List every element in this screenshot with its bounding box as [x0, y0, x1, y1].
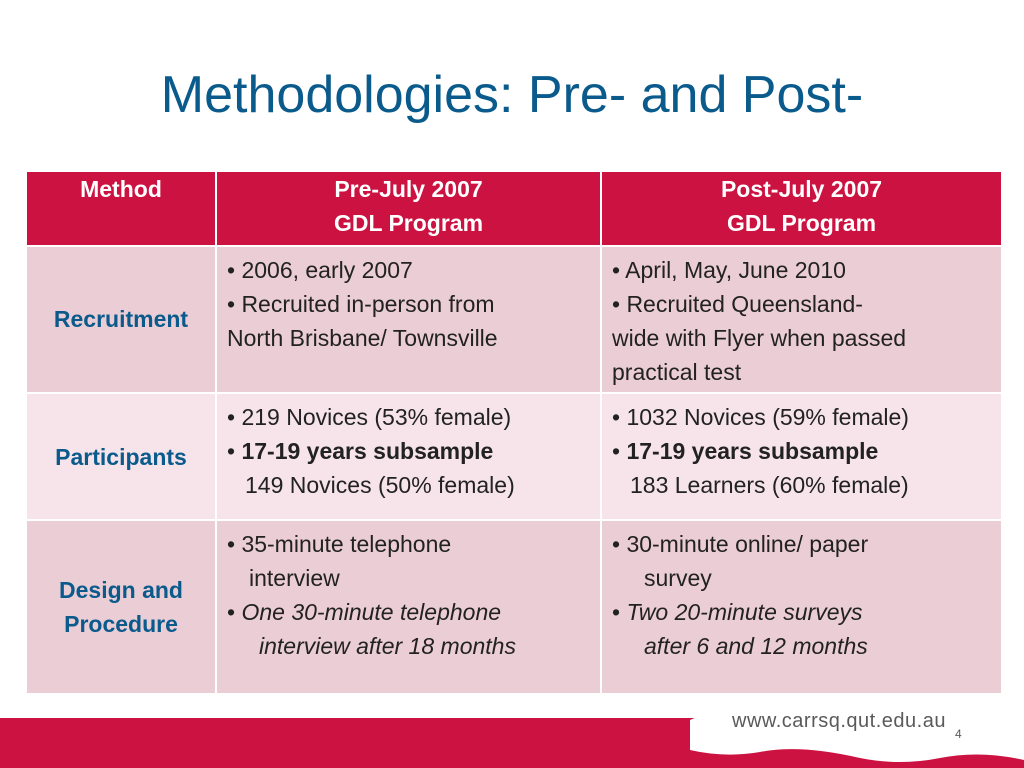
bullet: • — [227, 599, 242, 626]
design-post-italic1: Two 20-minute surveys — [626, 599, 863, 626]
design-pre-italic1: One 30-minute telephone — [241, 599, 502, 626]
participants-label: Participants — [55, 443, 187, 470]
page-number: 4 — [955, 727, 962, 741]
participants-post-line2: • 17-19 years subsample — [612, 434, 993, 468]
header-pre-line2: GDL Program — [333, 210, 484, 236]
recruitment-post-line: practical test — [612, 358, 742, 385]
footer-swoosh — [0, 702, 1024, 768]
participants-pre-cell: • 219 Novices (53% female) • 17-19 years… — [215, 392, 602, 522]
recruitment-post-cell: • April, May, June 2010 • Recruited Quee… — [600, 244, 1003, 395]
header-post-line1: Post-July 2007 — [720, 176, 883, 202]
row-label-participants: Participants — [25, 392, 217, 522]
design-post-italic2: after 6 and 12 months — [644, 633, 868, 660]
design-pre-line1: • 35-minute telephone — [227, 531, 452, 558]
design-label-line2: Procedure — [64, 611, 178, 638]
recruitment-pre-cell: • 2006, early 2007 • Recruited in-person… — [215, 244, 602, 395]
design-pre-italic2: interview after 18 months — [259, 633, 516, 660]
bullet: • — [612, 599, 627, 626]
design-label-line1: Design and — [59, 577, 183, 604]
recruitment-pre-line: • 2006, early 2007 — [227, 256, 413, 283]
recruitment-post-line: • Recruited Queensland- — [612, 290, 863, 317]
participants-pre-line1: • 219 Novices (53% female) — [227, 404, 512, 431]
participants-post-line1: • 1032 Novices (59% female) — [612, 404, 909, 431]
design-post-cell: • 30-minute online/ paper survey • Two 2… — [600, 519, 1003, 695]
header-pre: Pre-July 2007 GDL Program — [215, 170, 602, 247]
subsample-bold-label: 17-19 years subsample — [241, 438, 494, 465]
participants-pre-line3: 149 Novices (50% female) — [245, 472, 515, 499]
subsample-bold-label: 17-19 years subsample — [626, 438, 879, 465]
recruitment-pre-line: North Brisbane/ Townsville — [227, 324, 498, 351]
design-pre-cell: • 35-minute telephone interview • One 30… — [215, 519, 602, 695]
recruitment-pre-line: • Recruited in-person from — [227, 290, 495, 317]
header-method-label: Method — [80, 176, 162, 202]
slide-title: Methodologies: Pre- and Post- — [160, 66, 864, 124]
header-post: Post-July 2007 GDL Program — [600, 170, 1003, 247]
recruitment-post-line: • April, May, June 2010 — [612, 256, 846, 283]
recruitment-label: Recruitment — [53, 306, 189, 333]
participants-pre-line2: • 17-19 years subsample — [227, 434, 592, 468]
design-post-line2: survey — [644, 565, 712, 592]
header-post-line2: GDL Program — [726, 210, 877, 236]
bullet: • — [227, 438, 242, 465]
participants-post-line3: 183 Learners (60% female) — [630, 472, 909, 499]
recruitment-post-line: wide with Flyer when passed — [612, 324, 907, 351]
header-row: Method Pre-July 2007 GDL Program Post-Ju… — [25, 170, 1003, 247]
row-label-recruitment: Recruitment — [25, 244, 217, 395]
table-row-participants: Participants • 219 Novices (53% female) … — [25, 392, 1003, 522]
design-pre-line3: • One 30-minute telephone — [227, 595, 592, 629]
design-post-line1: • 30-minute online/ paper — [612, 531, 869, 558]
design-post-line3: • Two 20-minute surveys — [612, 595, 993, 629]
table-row-design: Design and Procedure • 35-minute telepho… — [25, 519, 1003, 695]
design-pre-line2: interview — [249, 565, 340, 592]
row-label-design: Design and Procedure — [25, 519, 217, 695]
footer-url: www.carrsq.qut.edu.au — [732, 710, 946, 732]
header-pre-line1: Pre-July 2007 — [334, 176, 483, 202]
participants-post-cell: • 1032 Novices (59% female) • 17-19 year… — [600, 392, 1003, 522]
methodology-table: Method Pre-July 2007 GDL Program Post-Ju… — [25, 170, 1003, 695]
bullet: • — [612, 438, 627, 465]
header-method: Method — [25, 170, 217, 247]
table-row-recruitment: Recruitment • 2006, early 2007 • Recruit… — [25, 244, 1003, 395]
